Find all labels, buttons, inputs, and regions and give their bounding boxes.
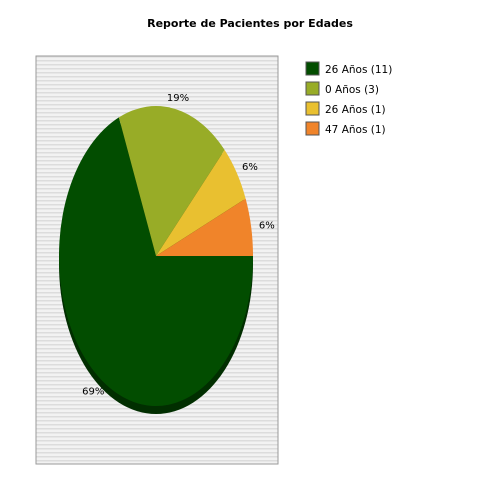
- chart-title: Reporte de Pacientes por Edades: [147, 17, 353, 30]
- pie-slices: [58, 106, 253, 414]
- pie-slice-0-anos-3: [118, 106, 225, 256]
- percent-label-0-anos-3: 19%: [167, 93, 189, 104]
- legend-swatch-0-anos-3: [305, 81, 320, 96]
- legend: 26 Años (11) 0 Años (3) 26 Años (1) 47 Años…: [305, 61, 392, 136]
- legend-label-47-anos-1: 47 Años (1): [325, 124, 386, 136]
- legend-label-26-anos-1: 26 Años (1): [325, 104, 386, 116]
- percent-label-47-anos-1: 6%: [259, 220, 275, 231]
- pie-slice-26-anos-11: [58, 117, 253, 406]
- legend-label-26-anos-11: 26 Años (11): [325, 64, 392, 76]
- percent-labels: 69% 19% 6% 6%: [82, 93, 275, 398]
- pie-slice-26-anos-1: [156, 149, 246, 256]
- legend-label-0-anos-3: 0 Años (3): [325, 84, 379, 96]
- percent-label-26-anos-11: 69%: [82, 387, 104, 398]
- legend-swatch-47-anos-1: [305, 121, 320, 136]
- pie-slice-47-anos-1: [156, 198, 253, 256]
- legend-swatch-26-anos-1: [305, 101, 320, 116]
- percent-label-26-anos-1: 6%: [242, 162, 258, 173]
- legend-swatch-26-anos-11: [305, 61, 320, 76]
